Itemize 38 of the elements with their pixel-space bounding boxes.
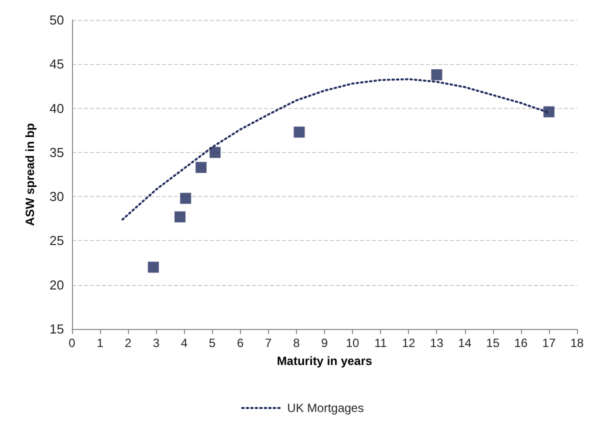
x-tick-label: 0 xyxy=(68,336,76,350)
y-axis-title: ASW spread in bp xyxy=(23,123,37,226)
x-tick-label: 5 xyxy=(208,336,216,350)
y-tick-label: 20 xyxy=(50,277,64,292)
x-tick-label: 4 xyxy=(180,336,188,350)
point xyxy=(180,192,192,204)
x-tick-label: 2 xyxy=(124,336,132,350)
x-tick-label: 3 xyxy=(152,336,160,350)
x-tick-label: 9 xyxy=(321,336,328,350)
x-tick-label: 13 xyxy=(430,336,444,350)
y-tick-label: 35 xyxy=(50,144,64,160)
x-tick-label: 17 xyxy=(542,336,556,350)
x-axis-title: Maturity in years xyxy=(276,354,373,368)
point xyxy=(543,106,554,118)
point xyxy=(148,262,159,273)
point xyxy=(196,162,207,173)
x-tick-label: 12 xyxy=(402,336,416,350)
x-tick-label: 10 xyxy=(346,336,360,350)
y-tick-label: 25 xyxy=(50,233,64,248)
y-tick-label: 30 xyxy=(50,189,64,204)
x-tick-label: 15 xyxy=(486,336,500,350)
x-tick-label: 11 xyxy=(374,336,388,350)
y-tick-label: 45 xyxy=(50,56,64,72)
legend-label: UK Mortgages xyxy=(287,401,364,415)
y-tick-label: 40 xyxy=(50,100,64,116)
x-tick-label: 16 xyxy=(514,336,528,350)
point xyxy=(294,126,305,138)
x-tick-label: 7 xyxy=(265,336,272,350)
point xyxy=(210,146,221,158)
x-tick-label: 6 xyxy=(236,336,244,350)
x-tick-label: 18 xyxy=(570,336,584,350)
point xyxy=(431,69,442,80)
x-tick-label: 1 xyxy=(96,336,104,350)
y-tick-label: 50 xyxy=(50,12,64,28)
y-tick-label: 15 xyxy=(50,322,64,336)
point xyxy=(174,211,186,222)
x-tick-label: 8 xyxy=(293,336,300,350)
x-tick-label: 14 xyxy=(458,336,472,350)
